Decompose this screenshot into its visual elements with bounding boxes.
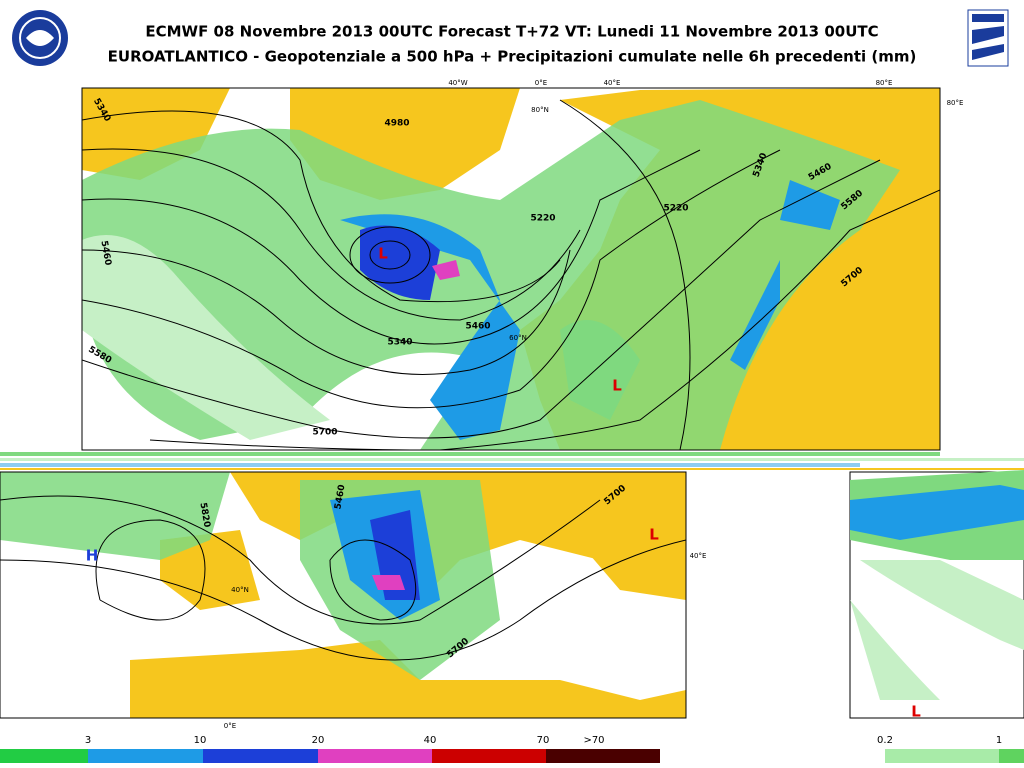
contour-label: 5460 (98, 240, 112, 266)
legend-label: 40 (424, 735, 437, 746)
logo-right (967, 9, 1009, 67)
title: ECMWF 08 Novembre 2013 00UTC Forecast T+… (145, 23, 878, 41)
map-lower (0, 471, 687, 719)
contour-label: 5220 (663, 204, 688, 214)
grid-label: 80°E (947, 99, 964, 107)
contour-label: 5460 (465, 322, 490, 332)
contour-label: 5820 (197, 502, 211, 528)
lon-label: 40°W (448, 79, 467, 87)
grid-label: 40°N (231, 586, 249, 594)
lon-label: 0°E (535, 79, 547, 87)
legend-label: 1 (996, 735, 1002, 746)
map-upper (81, 87, 941, 451)
lon-label: 80°E (876, 79, 893, 87)
legend-label: >70 (583, 735, 604, 746)
contour-label: 5460 (333, 484, 347, 510)
legend-label: 70 (537, 735, 550, 746)
subtitle: EUROATLANTICO - Geopotenziale a 500 hPa … (108, 48, 917, 66)
lon-label: 40°E (604, 79, 621, 87)
pressure-center: H (86, 547, 99, 565)
legend (0, 749, 1024, 763)
logo-left (12, 10, 68, 66)
contour-label: 4980 (384, 119, 409, 129)
pressure-center: L (378, 245, 388, 263)
pressure-center: L (612, 377, 622, 395)
legend-label: 0.2 (877, 735, 893, 746)
legend-label: 20 (312, 735, 325, 746)
grid-label: 80°N (531, 106, 549, 114)
pressure-center: L (649, 526, 659, 544)
grid-label: 40°E (690, 552, 707, 560)
pressure-center: L (911, 703, 921, 721)
grid-label: 60°N (509, 334, 527, 342)
legend-label: 10 (194, 735, 207, 746)
legend-label: 3 (85, 735, 91, 746)
contour-label: 5700 (312, 428, 337, 438)
grid-label: 0°E (224, 722, 236, 730)
contour-label: 5340 (387, 338, 412, 348)
glitch-stripe (0, 452, 1024, 470)
map-right (849, 470, 1024, 719)
contour-label: 5220 (530, 214, 555, 224)
